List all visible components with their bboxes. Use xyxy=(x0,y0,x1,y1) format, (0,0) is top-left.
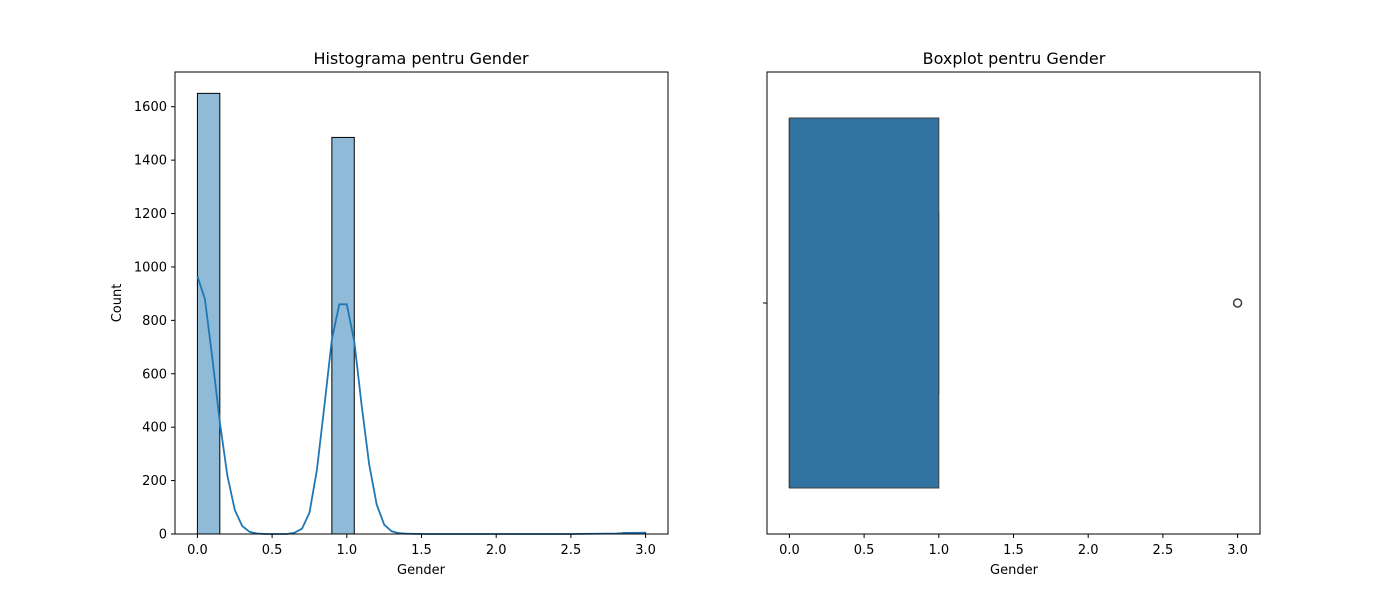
histogram-y-tick-label-2: 400 xyxy=(142,421,167,436)
boxplot-x-label: Gender xyxy=(990,563,1039,578)
histogram-x-ticks: 0.0 0.5 1.0 1.5 2.0 2.5 3.0 xyxy=(187,534,656,558)
boxplot-x-ticks: 0.0 0.5 1.0 1.5 2.0 2.5 3.0 xyxy=(779,534,1248,558)
histogram-panel: Histograma pentru Gender 0.0 0.5 1.0 1.5 2.0… xyxy=(110,49,669,578)
histogram-y-tick-label-3: 600 xyxy=(142,367,167,382)
boxplot-x-tick-label-6: 3.0 xyxy=(1227,543,1248,558)
histogram-x-tick-label-4: 2.0 xyxy=(486,543,507,558)
histogram-y-tick-label-5: 1000 xyxy=(134,260,167,275)
histogram-frame xyxy=(174,71,669,535)
boxplot-x-tick-label-5: 2.5 xyxy=(1153,543,1174,558)
histogram-y-tick-label-8: 1600 xyxy=(134,100,167,115)
histogram-y-tick-label-4: 800 xyxy=(142,314,167,329)
boxplot-outlier-0 xyxy=(1232,298,1243,308)
histogram-y-tick-label-1: 200 xyxy=(142,474,167,489)
histogram-bar-1 xyxy=(331,136,355,535)
histogram-x-tick-label-3: 1.5 xyxy=(411,543,432,558)
histogram-x-tick-label-1: 0.5 xyxy=(262,543,283,558)
histogram-x-tick-label-2: 1.0 xyxy=(336,543,357,558)
histogram-title: Histograma pentru Gender xyxy=(313,49,528,68)
boxplot-plot-area xyxy=(788,117,1243,489)
boxplot-box xyxy=(788,117,940,489)
boxplot-panel: Boxplot pentru Gender 0.0 0.5 1.0 1.5 2.0 2.5… xyxy=(763,49,1261,578)
boxplot-x-tick-label-2: 1.0 xyxy=(928,543,949,558)
histogram-x-tick-label-6: 3.0 xyxy=(635,543,656,558)
histogram-x-tick-label-0: 0.0 xyxy=(187,543,208,558)
histogram-y-ticks: 0 200 400 600 800 1000 1200 1400 1600 xyxy=(134,100,175,543)
histogram-y-label: Count xyxy=(110,284,125,323)
boxplot-x-tick-label-3: 1.5 xyxy=(1003,543,1024,558)
histogram-x-label: Gender xyxy=(397,563,446,578)
histogram-x-tick-label-5: 2.5 xyxy=(561,543,582,558)
histogram-y-tick-label-0: 0 xyxy=(159,528,167,543)
histogram-kde-line xyxy=(196,276,646,535)
histogram-y-tick-label-7: 1400 xyxy=(134,154,167,169)
boxplot-x-tick-label-1: 0.5 xyxy=(854,543,875,558)
boxplot-x-tick-label-4: 2.0 xyxy=(1078,543,1099,558)
histogram-plot-area xyxy=(196,92,647,535)
histogram-y-tick-label-6: 1200 xyxy=(134,207,167,222)
boxplot-x-tick-label-0: 0.0 xyxy=(779,543,800,558)
boxplot-title: Boxplot pentru Gender xyxy=(923,49,1106,68)
histogram-bar-0 xyxy=(196,92,221,535)
